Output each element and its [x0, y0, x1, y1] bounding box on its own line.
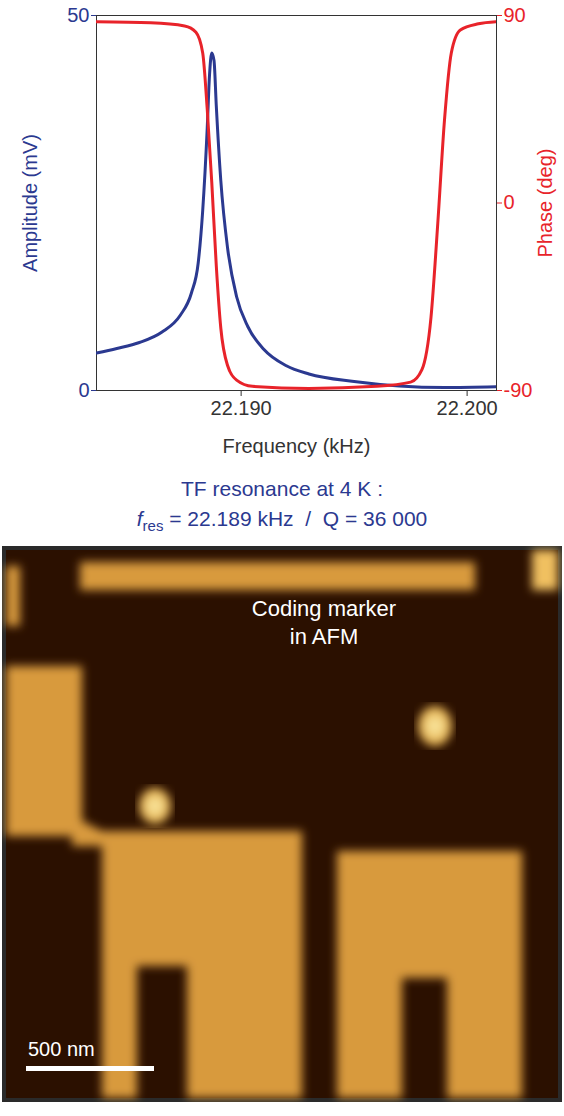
svg-text:50: 50 — [67, 4, 89, 26]
html-text:TF resonance at 4 K :: TF resonance at 4 K : — [181, 477, 383, 500]
svg-text:in AFM: in AFM — [290, 624, 358, 649]
svg-text:Coding marker: Coding marker — [252, 596, 396, 621]
svg-text:22.190: 22.190 — [211, 397, 272, 419]
svg-text:500 nm: 500 nm — [28, 1038, 95, 1060]
svg-text:90: 90 — [504, 4, 526, 26]
svg-text:0: 0 — [78, 379, 89, 401]
svg-text:Frequency (kHz): Frequency (kHz) — [223, 435, 371, 457]
html-text:fres= 22.189 kHz / Q = 36 000: fres= 22.189 kHz / Q = 36 000 — [136, 507, 428, 535]
svg-text:22.200: 22.200 — [437, 397, 498, 419]
svg-text:Phase (deg): Phase (deg) — [534, 149, 556, 258]
svg-text:-90: -90 — [504, 379, 533, 401]
svg-text:0: 0 — [504, 191, 515, 213]
svg-text:Amplitude (mV): Amplitude (mV) — [19, 134, 41, 272]
